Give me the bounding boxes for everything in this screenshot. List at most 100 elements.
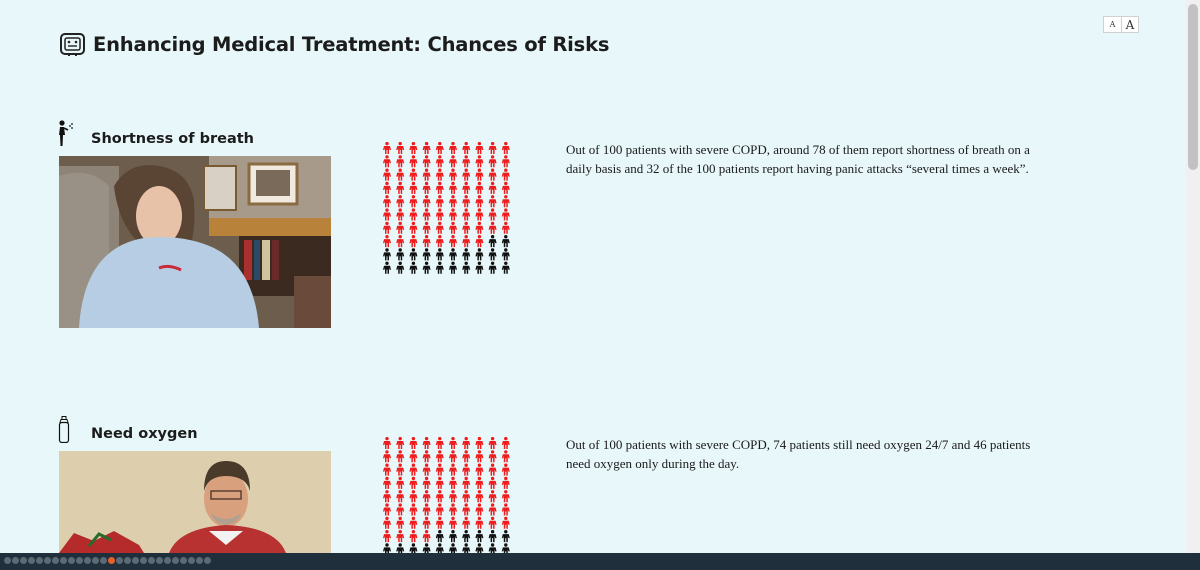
person-icon-affected [462,450,471,463]
decrease-font-button[interactable]: A [1103,16,1121,33]
pager-dot[interactable] [116,557,123,564]
person-icon-affected [422,168,431,181]
pager-dot-active[interactable] [108,557,115,564]
person-icon-affected [396,530,405,543]
person-icon-affected [462,221,471,234]
person-icon-affected [449,142,457,154]
person-icon-affected [409,530,418,543]
person-icon-affected [409,208,418,221]
person-icon-unaffected [501,530,510,543]
person-icon-affected [488,142,497,154]
medical-app-logo-icon [60,32,85,56]
pager-dot[interactable] [20,557,27,564]
pager-dot[interactable] [132,557,139,564]
section-heading: Need oxygen [91,426,198,442]
person-icon-affected [449,181,457,194]
person-icon-unaffected [462,248,471,261]
person-icon-affected [383,155,391,168]
pager-dot[interactable] [36,557,43,564]
person-icon-unaffected [396,543,405,553]
pager-dot[interactable] [84,557,91,564]
person-icon-affected [396,476,405,489]
scrollbar-thumb[interactable] [1188,4,1198,170]
person-icon-affected [475,490,484,503]
pager-dot[interactable] [100,557,107,564]
person-icon-affected [435,490,444,503]
pager-dot[interactable] [196,557,203,564]
pager-dot[interactable] [156,557,163,564]
person-icon-affected [462,195,471,208]
pager-dot[interactable] [60,557,67,564]
person-icon-affected [435,235,444,248]
pager-dot[interactable] [164,557,171,564]
person-icon-affected [396,221,405,234]
person-icon-unaffected [462,530,471,543]
person-icon-affected [409,142,418,154]
pictogram-grid [383,437,510,553]
video-still-man[interactable] [59,451,331,553]
person-icon-affected [501,503,510,516]
pager-dot[interactable] [68,557,75,564]
person-icon-unaffected [383,261,391,274]
person-icon-affected [462,168,471,181]
person-icon-affected [383,503,391,516]
person-icon-affected [449,503,457,516]
person-icon-affected [488,516,497,529]
person-icon-affected [383,463,391,476]
person-icon-affected [396,181,405,194]
person-icon-affected [501,168,510,181]
person-icon-affected [396,142,405,154]
person-icon-affected [422,208,431,221]
page-title: Enhancing Medical Treatment: Chances of … [93,32,610,56]
pager-dot[interactable] [124,557,131,564]
pager-dot[interactable] [140,557,147,564]
increase-font-button[interactable]: A [1121,16,1139,33]
person-icon-affected [396,503,405,516]
person-icon-affected [462,181,471,194]
pager-dot[interactable] [180,557,187,564]
slide-navigation-bar [0,553,1200,570]
person-icon-affected [383,208,391,221]
person-icon-affected [422,490,431,503]
person-icon-affected [422,195,431,208]
person-icon-affected [488,476,497,489]
person-icon-affected [501,142,510,154]
page-header: Enhancing Medical Treatment: Chances of … [59,28,609,60]
person-icon-unaffected [435,530,444,543]
person-icon-affected [462,208,471,221]
video-still-woman[interactable] [59,156,331,328]
person-icon-affected [383,195,391,208]
slide-pager [4,557,212,564]
person-icon-affected [449,463,457,476]
pager-dot[interactable] [148,557,155,564]
pager-dot[interactable] [188,557,195,564]
person-icon-unaffected [488,543,497,553]
person-icon-affected [488,155,497,168]
pager-dot[interactable] [92,557,99,564]
pager-dot[interactable] [4,557,11,564]
person-icon-unaffected [396,261,405,274]
section-description: Out of 100 patients with severe COPD, ar… [566,142,1030,176]
person-icon-affected [501,195,510,208]
person-icon-affected [449,155,457,168]
pager-dot[interactable] [204,557,211,564]
pager-dot[interactable] [172,557,179,564]
person-icon-affected [409,476,418,489]
person-icon-affected [475,463,484,476]
pager-dot[interactable] [28,557,35,564]
person-icon-affected [501,450,510,463]
section-heading: Shortness of breath [91,131,254,147]
pager-dot[interactable] [12,557,19,564]
person-icon-unaffected [383,248,391,261]
person-icon-affected [488,221,497,234]
person-icon-affected [383,516,391,529]
person-icon-affected [383,450,391,463]
person-icon-affected [475,142,484,154]
person-icon-unaffected [409,261,418,274]
pager-dot[interactable] [44,557,51,564]
person-icon-unaffected [462,261,471,274]
person-icon-affected [475,450,484,463]
person-icon-unaffected [449,248,457,261]
pager-dot[interactable] [52,557,59,564]
pager-dot[interactable] [76,557,83,564]
